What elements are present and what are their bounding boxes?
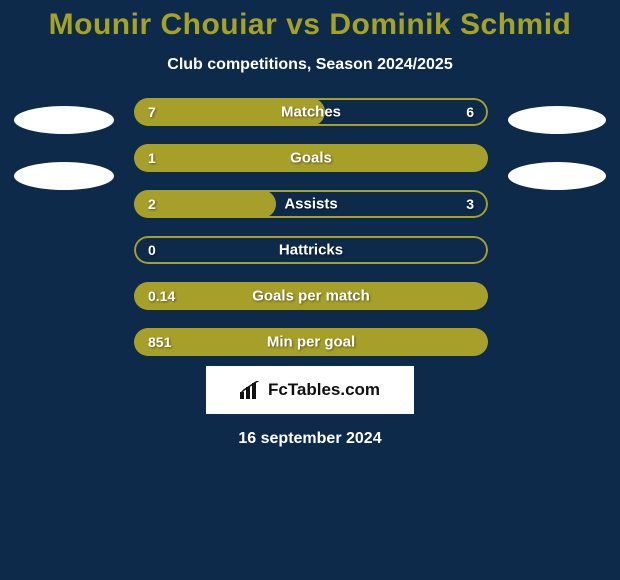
stat-label: Min per goal xyxy=(267,334,355,351)
stats-list: 7 Matches 6 1 Goals 2 Assists 3 0 Hattricks 0.14 Go… xyxy=(134,98,488,356)
stat-value-left: 851 xyxy=(148,334,171,350)
stat-value-right: 3 xyxy=(466,196,474,212)
stat-label: Assists xyxy=(284,196,337,213)
stat-label: Goals per match xyxy=(252,288,370,305)
player-oval-left-1 xyxy=(14,106,114,134)
stat-row-hattricks: 0 Hattricks xyxy=(134,236,488,264)
brand-badge: FcTables.com xyxy=(206,366,414,414)
right-oval-stack xyxy=(508,98,606,356)
stat-value-left: 0 xyxy=(148,242,156,258)
stat-value-right: 6 xyxy=(466,104,474,120)
stat-label: Hattricks xyxy=(279,242,343,259)
stat-value-left: 2 xyxy=(148,196,156,212)
page-title: Mounir Chouiar vs Dominik Schmid xyxy=(49,8,572,42)
content-area: 7 Matches 6 1 Goals 2 Assists 3 0 Hattricks 0.14 Go… xyxy=(0,98,620,356)
player-oval-right-1 xyxy=(508,106,606,134)
date-text: 16 september 2024 xyxy=(238,430,381,448)
player-oval-right-2 xyxy=(508,162,606,190)
bars-icon xyxy=(240,381,262,399)
stat-row-matches: 7 Matches 6 xyxy=(134,98,488,126)
stat-row-min-per-goal: 851 Min per goal xyxy=(134,328,488,356)
left-oval-stack xyxy=(14,98,114,356)
stat-row-goals-per-match: 0.14 Goals per match xyxy=(134,282,488,310)
stat-label: Goals xyxy=(290,150,332,167)
player-oval-left-2 xyxy=(14,162,114,190)
stat-value-left: 0.14 xyxy=(148,288,175,304)
stat-row-assists: 2 Assists 3 xyxy=(134,190,488,218)
subtitle: Club competitions, Season 2024/2025 xyxy=(167,56,452,74)
comparison-card: Mounir Chouiar vs Dominik Schmid Club co… xyxy=(0,0,620,580)
stat-label: Matches xyxy=(281,104,341,121)
stat-value-left: 7 xyxy=(148,104,156,120)
brand-text: FcTables.com xyxy=(268,380,380,400)
stat-value-left: 1 xyxy=(148,150,156,166)
stat-row-goals: 1 Goals xyxy=(134,144,488,172)
